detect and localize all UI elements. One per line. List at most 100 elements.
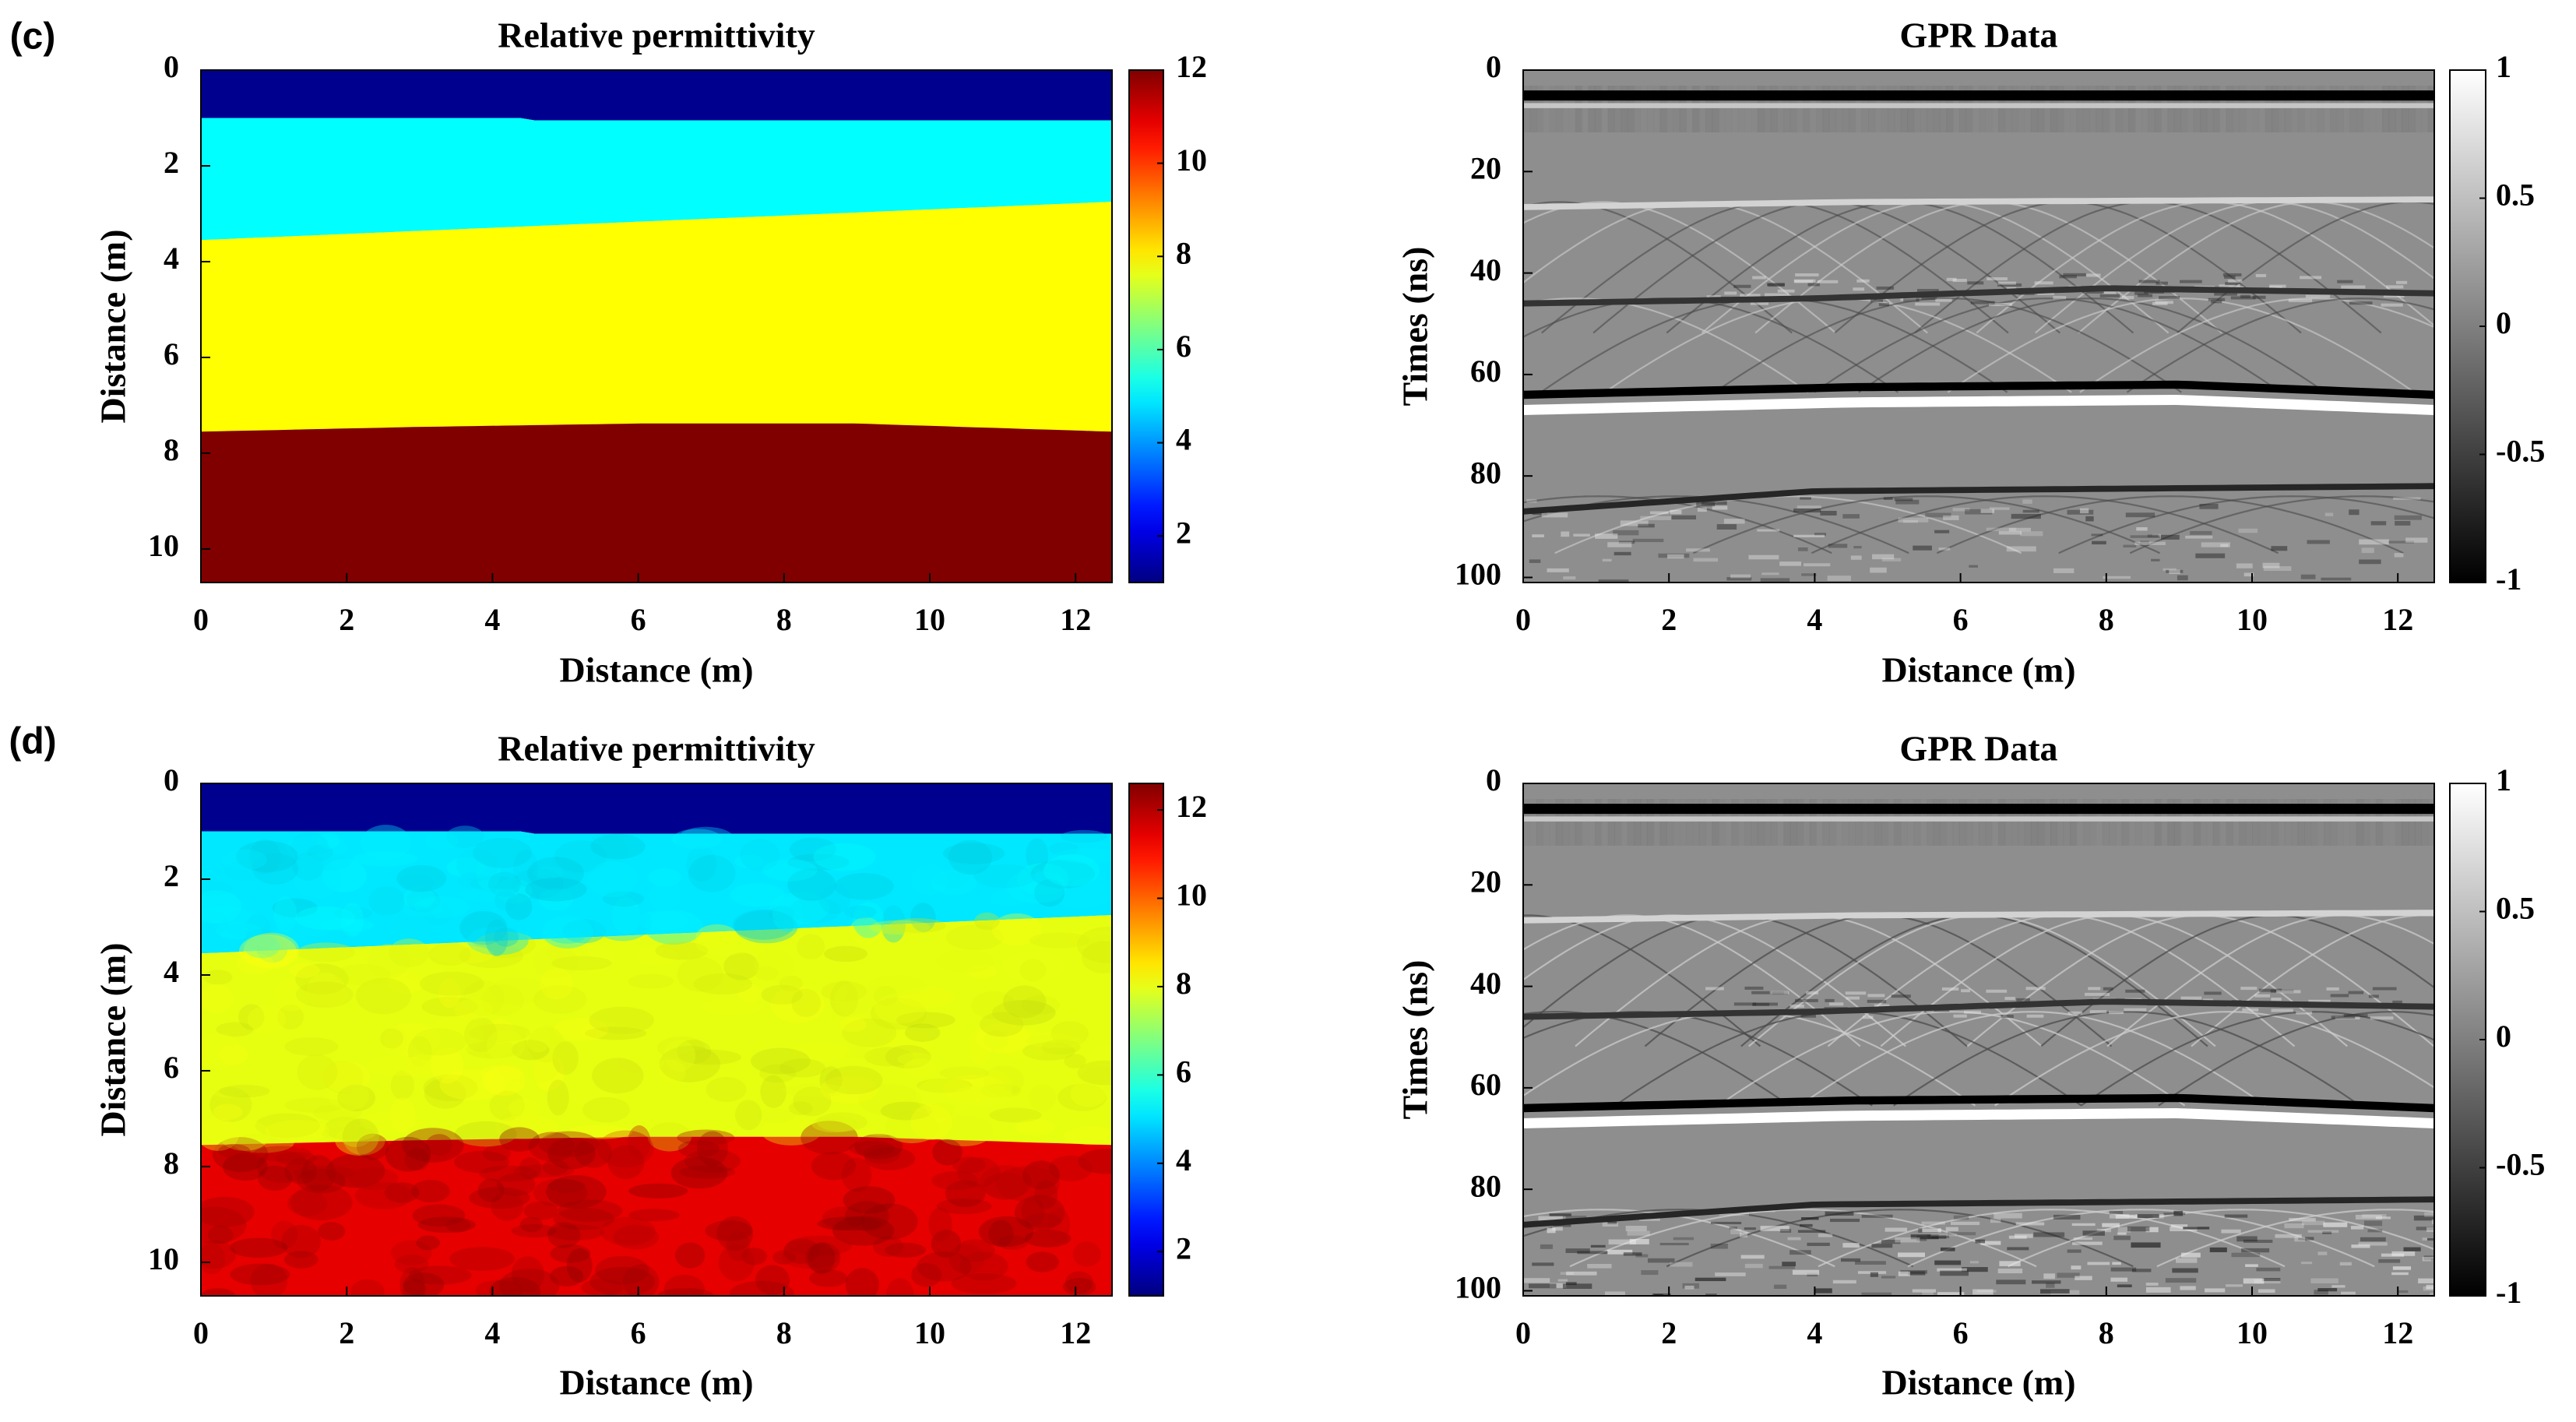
chart-title: GPR Data bbox=[1899, 729, 2057, 769]
y-axis-label: Distance (m) bbox=[93, 942, 133, 1136]
plot-frame bbox=[200, 783, 1113, 1297]
reflection-3 bbox=[1523, 910, 2434, 924]
x-tick-label: 6 bbox=[631, 1315, 646, 1350]
y-tick-label: 60 bbox=[1470, 1067, 1501, 1102]
colorbar-tick-label: 8 bbox=[1176, 235, 1191, 270]
y-tick-label: 6 bbox=[164, 336, 179, 371]
colorbar-tick-label: 2 bbox=[1176, 515, 1191, 550]
layer-eps-1 bbox=[201, 783, 1112, 834]
y-tick-label: 10 bbox=[148, 528, 179, 563]
layer-eps-12 bbox=[201, 1136, 1112, 1296]
panel-letter: (c) bbox=[10, 16, 56, 58]
colorbar-tick-label: -1 bbox=[2496, 1275, 2521, 1310]
reflection-6 bbox=[1523, 1107, 2434, 1128]
inversion-texture bbox=[201, 825, 1112, 1296]
x-tick-label: 8 bbox=[2099, 602, 2114, 637]
layer-eps-5 bbox=[201, 831, 1112, 954]
layer-eps-5 bbox=[201, 118, 1112, 241]
x-tick-label: 10 bbox=[914, 1315, 945, 1350]
plot-frame bbox=[200, 69, 1113, 583]
colorbar-tick-label: -1 bbox=[2496, 561, 2521, 597]
y-axis-label: Times (ns) bbox=[1395, 960, 1435, 1120]
chart-panel-3: 0 2 4 6 8 10 12 0 2 4 6 8 10 Relative permittivity Dis… bbox=[9, 721, 1207, 1403]
colorbar: 1 0.5 0 -0.5 -1 bbox=[2449, 762, 2545, 1310]
reflection-7 bbox=[1523, 1196, 2434, 1228]
x-tick-label: 2 bbox=[339, 602, 354, 637]
y-tick-label: 8 bbox=[164, 432, 179, 467]
chart-title: GPR Data bbox=[1899, 16, 2057, 55]
y-tick-label: 4 bbox=[164, 954, 179, 989]
plot-area bbox=[1523, 783, 2434, 1296]
y-tick-label: 0 bbox=[1486, 762, 1501, 797]
x-axis-label: Distance (m) bbox=[559, 650, 753, 690]
colorbar-tick-label: -0.5 bbox=[2496, 434, 2545, 469]
reflection-4 bbox=[1523, 285, 2434, 307]
y-tick-label: 40 bbox=[1470, 252, 1501, 287]
y-tick-label: 80 bbox=[1470, 455, 1501, 490]
colorbar-tick-label: 12 bbox=[1176, 789, 1207, 824]
colorbar-tick-label: 6 bbox=[1176, 1054, 1191, 1089]
panel-letter: (d) bbox=[9, 721, 56, 762]
x-tick-label: 0 bbox=[1515, 602, 1531, 637]
x-tick-label: 4 bbox=[484, 1315, 500, 1350]
x-tick-label: 2 bbox=[1661, 602, 1677, 637]
x-tick-label: 6 bbox=[1953, 602, 1969, 637]
reflection-3 bbox=[1523, 196, 2434, 210]
y-tick-label: 2 bbox=[164, 145, 179, 180]
x-tick-label: 12 bbox=[2382, 1315, 2413, 1350]
x-axis-label: Distance (m) bbox=[1881, 1363, 2075, 1403]
x-axis-label: Distance (m) bbox=[1881, 650, 2075, 690]
plot-area bbox=[201, 783, 1112, 1296]
x-tick-label: 10 bbox=[2236, 602, 2268, 637]
colorbar-tick-label: 0.5 bbox=[2496, 178, 2535, 213]
colorbar-tick-label: 0.5 bbox=[2496, 891, 2535, 926]
x-tick-label: 8 bbox=[776, 1315, 792, 1350]
chart-title: Relative permittivity bbox=[498, 16, 815, 55]
y-tick-label: 20 bbox=[1470, 150, 1501, 185]
colorbar-tick-label: 4 bbox=[1176, 422, 1191, 457]
colorbar: 2 4 6 8 10 12 bbox=[1128, 49, 1207, 583]
colorbar-tick-label: 8 bbox=[1176, 966, 1191, 1001]
colorbar-tick-label: 1 bbox=[2496, 49, 2511, 84]
y-tick-label: 10 bbox=[148, 1241, 179, 1276]
x-tick-label: 4 bbox=[484, 602, 500, 637]
colorbar-scale bbox=[1128, 69, 1164, 583]
y-tick-label: 2 bbox=[164, 858, 179, 893]
y-tick-label: 100 bbox=[1455, 1270, 1501, 1305]
plot-frame bbox=[1522, 69, 2435, 583]
colorbar: 2 4 6 8 10 12 bbox=[1128, 783, 1207, 1297]
colorbar-tick-label: 1 bbox=[2496, 762, 2511, 797]
colorbar-tick-label: 0 bbox=[2496, 305, 2511, 340]
chart-title: Relative permittivity bbox=[498, 729, 815, 769]
x-tick-label: 12 bbox=[2382, 602, 2413, 637]
x-tick-label: 4 bbox=[1807, 1315, 1822, 1350]
colorbar-tick-label: -0.5 bbox=[2496, 1147, 2545, 1182]
x-axis-label: Distance (m) bbox=[559, 1363, 753, 1403]
y-tick-label: 20 bbox=[1470, 864, 1501, 899]
deep-clutter bbox=[1523, 1209, 2434, 1296]
reflection-5 bbox=[1523, 380, 2434, 399]
y-tick-label: 6 bbox=[164, 1050, 179, 1085]
colorbar-tick-label: 12 bbox=[1176, 49, 1207, 84]
plot-area bbox=[1523, 70, 2434, 583]
x-tick-label: 8 bbox=[2099, 1315, 2114, 1350]
x-tick-label: 0 bbox=[1515, 1315, 1531, 1350]
y-tick-label: 8 bbox=[164, 1146, 179, 1181]
colorbar-tick-label: 0 bbox=[2496, 1019, 2511, 1054]
x-tick-label: 12 bbox=[1060, 1315, 1091, 1350]
x-tick-label: 2 bbox=[1661, 1315, 1677, 1350]
plot-frame bbox=[1522, 783, 2435, 1297]
x-tick-label: 6 bbox=[631, 602, 646, 637]
y-tick-label: 0 bbox=[164, 762, 179, 797]
radargram-background bbox=[1523, 70, 2434, 583]
colorbar: 1 0.5 0 -0.5 -1 bbox=[2449, 49, 2545, 597]
x-tick-label: 10 bbox=[914, 602, 945, 637]
y-tick-label: 40 bbox=[1470, 966, 1501, 1001]
colorbar-scale bbox=[1128, 783, 1164, 1297]
y-tick-label: 100 bbox=[1455, 557, 1501, 592]
deep-clutter bbox=[1526, 497, 2428, 583]
y-axis-label: Times (ns) bbox=[1395, 247, 1435, 407]
